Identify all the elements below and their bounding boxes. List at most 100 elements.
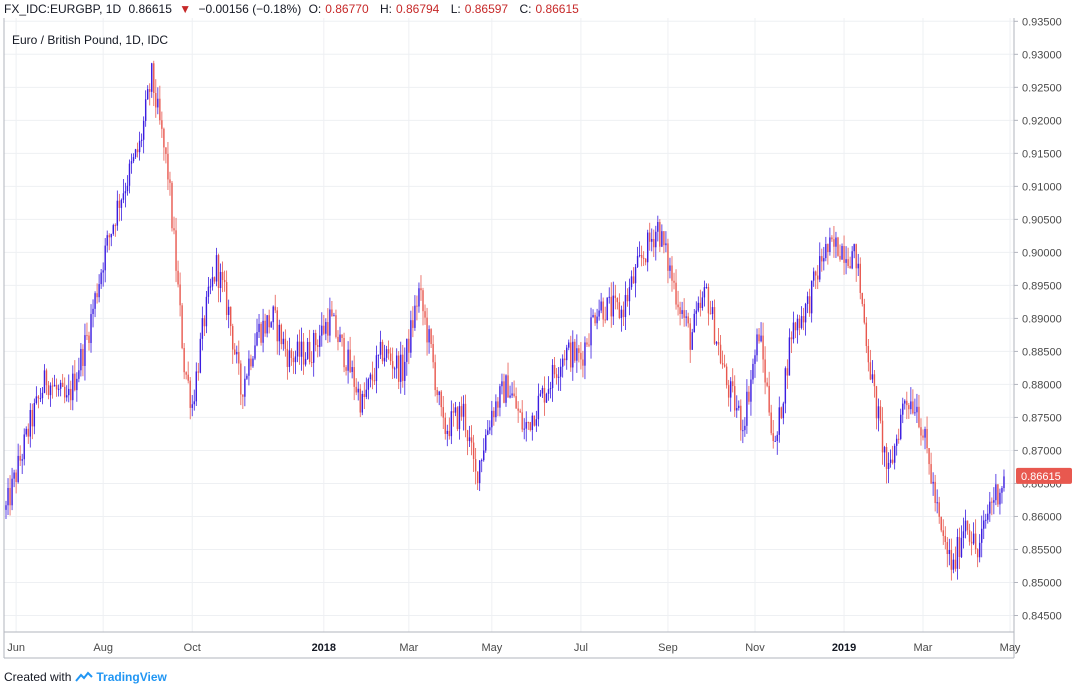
ohlc-open: O: 0.86770	[308, 2, 369, 16]
candle-down	[74, 373, 76, 391]
candle-down	[766, 382, 768, 386]
candle-down	[689, 323, 691, 350]
candle-up	[11, 478, 13, 506]
candle-up	[600, 301, 602, 311]
y-tick-label: 0.87000	[1022, 445, 1062, 457]
candle-up	[227, 306, 230, 315]
candle-down	[891, 459, 894, 463]
candle-down	[302, 341, 305, 365]
x-tick-label: Mar	[914, 642, 933, 654]
candle-up	[294, 356, 297, 363]
candle-up	[525, 422, 527, 429]
candle-up	[841, 246, 843, 260]
candle-up	[21, 459, 23, 461]
candle-up	[697, 302, 700, 311]
candle-down	[966, 520, 969, 531]
candle-up	[606, 297, 608, 321]
tradingview-logo-icon	[75, 671, 94, 682]
candle-up	[499, 386, 501, 408]
candle-up	[711, 307, 714, 314]
candle-up	[94, 293, 96, 309]
candle-down	[976, 549, 979, 558]
candle-down	[225, 282, 228, 315]
candle-up	[43, 370, 46, 393]
candle-up	[823, 258, 825, 262]
candle-down	[292, 357, 295, 363]
candle-down	[881, 420, 884, 453]
candle-up	[523, 428, 525, 430]
candle-up	[361, 393, 363, 413]
candle-up	[130, 161, 133, 164]
candle-up	[995, 484, 997, 501]
candle-down	[675, 282, 677, 305]
candle-up	[296, 341, 299, 357]
candle-up	[681, 310, 683, 315]
candle-down	[118, 200, 121, 208]
y-tick-label: 0.85500	[1022, 544, 1062, 556]
candle-down	[51, 385, 54, 387]
candle-down	[815, 271, 817, 276]
candle-down	[276, 310, 278, 342]
candle-down	[908, 405, 910, 410]
candle-up	[132, 157, 135, 162]
candle-up	[572, 341, 574, 368]
candle-down	[879, 406, 882, 421]
candle-down	[837, 237, 839, 256]
candle-up	[910, 401, 912, 410]
y-tick-label: 0.93000	[1022, 49, 1062, 61]
candle-up	[321, 325, 323, 336]
candle-up	[829, 237, 831, 253]
candle-down	[827, 243, 829, 253]
candle-up	[454, 407, 457, 413]
candle-up	[406, 338, 408, 362]
candle-up	[845, 259, 847, 263]
candle-up	[895, 438, 898, 446]
candle-down	[644, 258, 647, 263]
candle-down	[507, 375, 509, 398]
candle-down	[165, 147, 167, 154]
symbol-label[interactable]: FX_IDC:EURGBP, 1D	[4, 2, 122, 16]
candle-up	[98, 284, 100, 298]
x-tick-label: May	[481, 642, 502, 654]
candle-down	[958, 536, 961, 558]
candle-down	[521, 412, 523, 430]
candle-down	[229, 306, 232, 327]
candle-up	[450, 411, 453, 437]
candle-up	[566, 347, 568, 361]
tradingview-brand: TradingView	[96, 670, 167, 684]
candle-down	[432, 344, 434, 363]
candle-down	[268, 315, 270, 328]
candle-up	[481, 460, 483, 462]
candle-up	[547, 389, 550, 394]
candle-down	[436, 390, 438, 396]
candle-up	[258, 323, 260, 333]
candle-down	[460, 406, 463, 417]
candle-down	[474, 459, 477, 472]
candle-down	[408, 338, 410, 353]
candle-down	[622, 309, 625, 318]
candle-up	[383, 357, 386, 362]
candle-up	[248, 358, 250, 376]
candle-down	[391, 361, 394, 369]
tradingview-link[interactable]: TradingView	[75, 670, 167, 684]
price-axis[interactable]: 0.93500 0.93000 0.92500 0.92000 0.91500 0.910…	[1014, 18, 1062, 622]
candle-up	[393, 368, 396, 370]
candle-up	[5, 505, 7, 510]
candle-down	[466, 430, 469, 442]
time-axis[interactable]: Jun Aug Oct 2018 Mar May Jul Sep Nov 2019 Mar May	[7, 642, 1021, 654]
candlestick-chart[interactable]: 0.93500 0.93000 0.92500 0.92000 0.91500 0.910…	[0, 18, 1076, 662]
y-tick-label: 0.86000	[1022, 511, 1062, 523]
candle-up	[367, 379, 370, 390]
candle-up	[981, 528, 983, 543]
candle-down	[470, 437, 473, 443]
candle-down	[155, 93, 157, 108]
candle-up	[620, 309, 623, 319]
candle-down	[114, 225, 117, 227]
candle-up	[49, 385, 52, 396]
candle-down	[398, 355, 400, 382]
candle-up	[140, 139, 143, 141]
ohlc-close: C: 0.86615	[519, 2, 579, 16]
candle-down	[946, 542, 949, 555]
candle-up	[924, 429, 926, 438]
candle-down	[47, 385, 50, 396]
